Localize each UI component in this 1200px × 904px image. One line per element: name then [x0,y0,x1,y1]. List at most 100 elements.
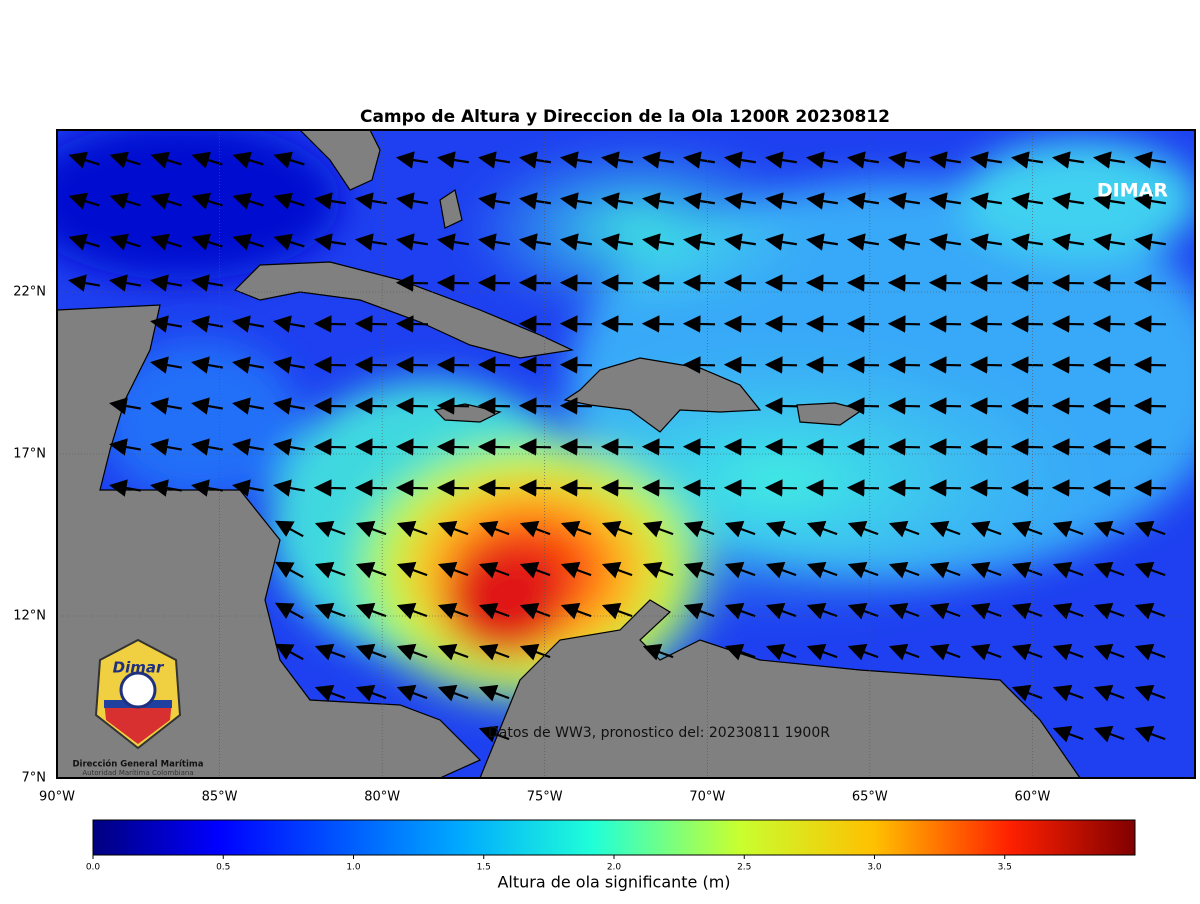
arrow [1133,274,1167,292]
arrow [1092,315,1126,333]
arrow [232,356,264,374]
arrow [887,151,920,169]
arrow [1092,151,1125,169]
arrow [600,315,634,333]
arrow [354,438,388,456]
arrow [150,397,182,415]
arrow [68,151,100,169]
arrow [232,479,264,497]
source-note: Datos de WW3, pronostico del: 20230811 1… [488,725,830,741]
arrow [1092,479,1126,497]
arrow [723,233,756,251]
arrow [969,356,1003,374]
arrow [1010,233,1043,251]
arrow [313,233,346,251]
arrow [518,233,551,251]
arrow [683,520,715,538]
arrow [928,397,962,415]
y-tick-label: 17°N [13,447,46,462]
arrow [150,479,182,497]
arrow [396,684,428,702]
arrow [600,233,633,251]
arrow [437,520,469,538]
arrow [477,479,511,497]
arrow [724,561,756,579]
arrow [314,602,346,620]
arrow [109,274,141,292]
arrow [846,397,880,415]
arrow [150,356,182,374]
arrow [846,274,880,292]
arrow [806,643,838,661]
arrow [395,438,429,456]
arrow [969,315,1003,333]
arrow [929,643,961,661]
arrow [887,479,921,497]
arrow [641,151,674,169]
x-tick-label: 70°W [689,790,725,805]
arrow [519,561,551,579]
arrow [1010,192,1043,210]
arrow [68,233,100,251]
arrow [887,233,920,251]
x-tick-label: 80°W [364,790,400,805]
arrow [846,192,879,210]
arrow [847,520,879,538]
logo-line1: Dirección General Marítima [73,759,204,770]
arrow [1093,561,1125,579]
arrow [313,356,347,374]
arrow [888,643,920,661]
arrow [1092,356,1126,374]
arrow [560,602,592,620]
arrow [682,315,716,333]
arrow [724,643,756,661]
arrow [109,192,141,210]
map-title: Campo de Altura y Direccion de la Ola 12… [360,107,890,127]
arrow [1133,233,1166,251]
arrow [970,520,1002,538]
arrow [1051,479,1085,497]
arrow [641,192,674,210]
arrow [641,315,675,333]
arrow [273,233,305,251]
arrow [109,151,141,169]
arrow [478,684,510,702]
arrow [518,315,552,333]
arrow [436,479,470,497]
arrow [928,274,962,292]
arrow [109,479,141,497]
arrow [395,397,429,415]
arrow [1092,233,1125,251]
arrow [1134,684,1166,702]
arrow [1133,397,1167,415]
arrow [1133,315,1167,333]
arrow [682,233,715,251]
arrow [314,561,346,579]
arrow [477,438,511,456]
arrow [764,274,798,292]
arrow [354,356,388,374]
arrow [642,520,674,538]
arrow [682,356,716,374]
arrow [1092,397,1126,415]
arrow [764,151,797,169]
arrow [847,561,879,579]
arrow [1051,438,1085,456]
arrow [806,602,838,620]
arrow [1093,520,1125,538]
arrow [969,479,1003,497]
arrow [1011,520,1043,538]
arrow [274,561,304,579]
arrow [355,643,387,661]
arrow [723,192,756,210]
arrow [1010,315,1044,333]
arrow [313,192,346,210]
arrow [682,479,716,497]
arrow [805,233,838,251]
arrow [723,274,757,292]
arrow [806,520,838,538]
arrow [559,315,593,333]
arrow [68,192,100,210]
arrow [274,602,304,620]
arrow [191,315,223,333]
